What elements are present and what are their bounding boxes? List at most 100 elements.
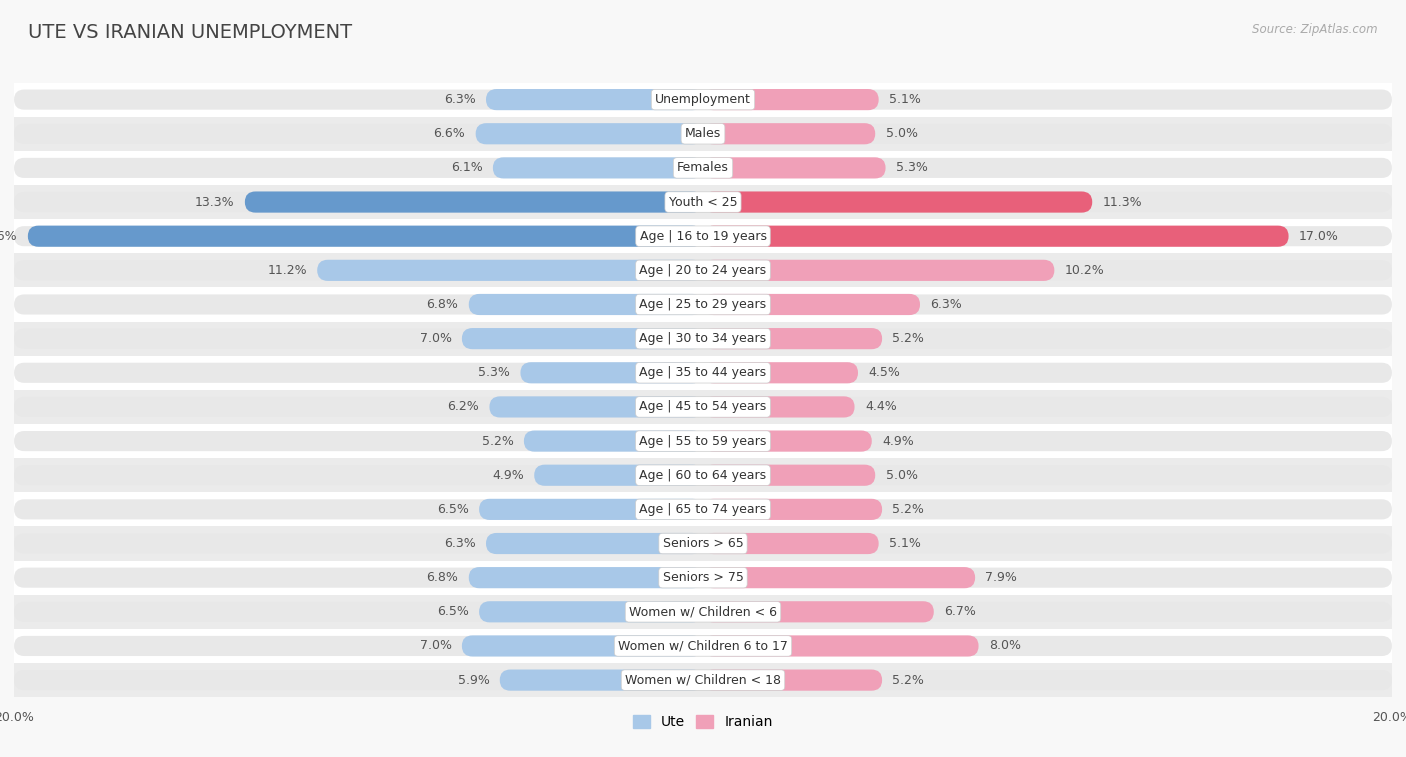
FancyBboxPatch shape	[14, 595, 1392, 629]
Text: Women w/ Children < 6: Women w/ Children < 6	[628, 606, 778, 618]
Text: 11.2%: 11.2%	[267, 264, 307, 277]
Text: 6.3%: 6.3%	[444, 537, 475, 550]
Text: Age | 55 to 59 years: Age | 55 to 59 years	[640, 435, 766, 447]
FancyBboxPatch shape	[14, 329, 1392, 349]
FancyBboxPatch shape	[703, 465, 875, 486]
FancyBboxPatch shape	[494, 157, 703, 179]
FancyBboxPatch shape	[14, 500, 1392, 519]
FancyBboxPatch shape	[468, 567, 703, 588]
Text: 6.3%: 6.3%	[444, 93, 475, 106]
FancyBboxPatch shape	[14, 390, 1392, 424]
FancyBboxPatch shape	[245, 192, 703, 213]
FancyBboxPatch shape	[14, 83, 1392, 117]
Text: 6.8%: 6.8%	[426, 298, 458, 311]
Text: Males: Males	[685, 127, 721, 140]
FancyBboxPatch shape	[14, 663, 1392, 697]
Text: 6.1%: 6.1%	[451, 161, 482, 174]
Text: 6.5%: 6.5%	[437, 606, 468, 618]
FancyBboxPatch shape	[703, 669, 882, 690]
Text: 5.0%: 5.0%	[886, 469, 918, 481]
Text: 5.2%: 5.2%	[893, 503, 924, 516]
FancyBboxPatch shape	[14, 568, 1392, 587]
FancyBboxPatch shape	[14, 458, 1392, 492]
FancyBboxPatch shape	[14, 89, 1392, 110]
FancyBboxPatch shape	[479, 499, 703, 520]
Text: Unemployment: Unemployment	[655, 93, 751, 106]
Legend: Ute, Iranian: Ute, Iranian	[628, 709, 778, 735]
FancyBboxPatch shape	[703, 123, 875, 145]
Text: 7.0%: 7.0%	[419, 640, 451, 653]
FancyBboxPatch shape	[14, 636, 1392, 656]
FancyBboxPatch shape	[14, 254, 1392, 288]
FancyBboxPatch shape	[703, 567, 976, 588]
Text: 17.0%: 17.0%	[1299, 229, 1339, 243]
FancyBboxPatch shape	[14, 534, 1392, 553]
Text: Seniors > 65: Seniors > 65	[662, 537, 744, 550]
Text: UTE VS IRANIAN UNEMPLOYMENT: UTE VS IRANIAN UNEMPLOYMENT	[28, 23, 353, 42]
FancyBboxPatch shape	[14, 431, 1392, 451]
Text: 6.7%: 6.7%	[945, 606, 976, 618]
Text: Source: ZipAtlas.com: Source: ZipAtlas.com	[1253, 23, 1378, 36]
FancyBboxPatch shape	[703, 260, 1054, 281]
FancyBboxPatch shape	[14, 363, 1392, 383]
FancyBboxPatch shape	[461, 328, 703, 349]
Text: Age | 35 to 44 years: Age | 35 to 44 years	[640, 366, 766, 379]
Text: 13.3%: 13.3%	[195, 195, 235, 208]
FancyBboxPatch shape	[703, 328, 882, 349]
FancyBboxPatch shape	[703, 601, 934, 622]
Text: 5.3%: 5.3%	[896, 161, 928, 174]
FancyBboxPatch shape	[14, 185, 1392, 219]
Text: 10.2%: 10.2%	[1064, 264, 1105, 277]
FancyBboxPatch shape	[703, 157, 886, 179]
FancyBboxPatch shape	[703, 362, 858, 383]
FancyBboxPatch shape	[475, 123, 703, 145]
FancyBboxPatch shape	[486, 89, 703, 111]
FancyBboxPatch shape	[14, 322, 1392, 356]
Text: 5.1%: 5.1%	[889, 537, 921, 550]
FancyBboxPatch shape	[468, 294, 703, 315]
Text: 7.9%: 7.9%	[986, 572, 1018, 584]
Text: 5.0%: 5.0%	[886, 127, 918, 140]
FancyBboxPatch shape	[14, 561, 1392, 595]
Text: Age | 45 to 54 years: Age | 45 to 54 years	[640, 400, 766, 413]
FancyBboxPatch shape	[499, 669, 703, 690]
Text: Age | 20 to 24 years: Age | 20 to 24 years	[640, 264, 766, 277]
Text: 4.9%: 4.9%	[882, 435, 914, 447]
Text: 7.0%: 7.0%	[419, 332, 451, 345]
FancyBboxPatch shape	[28, 226, 703, 247]
FancyBboxPatch shape	[14, 526, 1392, 561]
Text: Age | 16 to 19 years: Age | 16 to 19 years	[640, 229, 766, 243]
FancyBboxPatch shape	[703, 192, 1092, 213]
Text: 8.0%: 8.0%	[988, 640, 1021, 653]
Text: Women w/ Children 6 to 17: Women w/ Children 6 to 17	[619, 640, 787, 653]
Text: Females: Females	[678, 161, 728, 174]
Text: 4.5%: 4.5%	[869, 366, 900, 379]
Text: Age | 30 to 34 years: Age | 30 to 34 years	[640, 332, 766, 345]
FancyBboxPatch shape	[479, 601, 703, 622]
FancyBboxPatch shape	[534, 465, 703, 486]
FancyBboxPatch shape	[14, 226, 1392, 246]
FancyBboxPatch shape	[14, 123, 1392, 144]
FancyBboxPatch shape	[14, 629, 1392, 663]
FancyBboxPatch shape	[14, 151, 1392, 185]
FancyBboxPatch shape	[14, 670, 1392, 690]
FancyBboxPatch shape	[14, 356, 1392, 390]
FancyBboxPatch shape	[14, 294, 1392, 315]
Text: 5.2%: 5.2%	[893, 674, 924, 687]
FancyBboxPatch shape	[703, 635, 979, 656]
Text: Seniors > 75: Seniors > 75	[662, 572, 744, 584]
Text: 5.2%: 5.2%	[893, 332, 924, 345]
FancyBboxPatch shape	[14, 219, 1392, 254]
FancyBboxPatch shape	[486, 533, 703, 554]
FancyBboxPatch shape	[14, 602, 1392, 621]
FancyBboxPatch shape	[703, 226, 1289, 247]
Text: 4.4%: 4.4%	[865, 400, 897, 413]
FancyBboxPatch shape	[14, 288, 1392, 322]
FancyBboxPatch shape	[461, 635, 703, 656]
Text: 5.9%: 5.9%	[457, 674, 489, 687]
FancyBboxPatch shape	[703, 499, 882, 520]
FancyBboxPatch shape	[520, 362, 703, 383]
FancyBboxPatch shape	[14, 397, 1392, 417]
Text: Age | 65 to 74 years: Age | 65 to 74 years	[640, 503, 766, 516]
Text: 6.2%: 6.2%	[447, 400, 479, 413]
